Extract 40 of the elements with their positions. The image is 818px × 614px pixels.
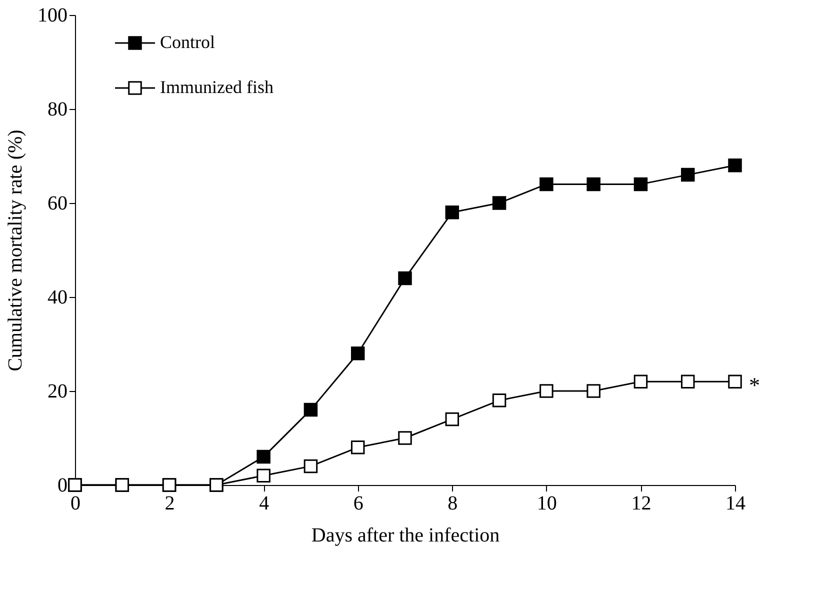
- y-tick-label: 60: [48, 192, 68, 214]
- point: [728, 374, 742, 388]
- point: [540, 177, 554, 192]
- x-tick-label: 14: [726, 492, 746, 514]
- point: [398, 431, 412, 445]
- x-tick-label: 10: [536, 492, 557, 514]
- point: [350, 440, 365, 454]
- point: [586, 384, 600, 398]
- y-tick-label: 100: [38, 4, 68, 26]
- x-axis-title: Days after the infection: [311, 524, 500, 546]
- point: [680, 374, 695, 388]
- x-tick-label: 8: [448, 492, 458, 514]
- y-tick-label: 20: [48, 380, 68, 402]
- point: [728, 158, 742, 172]
- point: [445, 412, 460, 426]
- point: [634, 374, 648, 388]
- point: [634, 177, 648, 192]
- legend-label: Immunized fish: [160, 77, 274, 97]
- point: [492, 394, 506, 408]
- point: [256, 450, 270, 464]
- point: [304, 402, 318, 417]
- x-tick-label: 2: [164, 492, 175, 514]
- point: [492, 196, 506, 210]
- x-tick-label: 12: [631, 492, 652, 514]
- y-axis-title: Cumulative mortality rate (%): [4, 130, 26, 372]
- point: [256, 468, 270, 482]
- point: [350, 346, 365, 360]
- x-tick-label: 4: [259, 492, 270, 514]
- y-tick-label: 80: [48, 98, 68, 120]
- point: [680, 168, 695, 182]
- point: [586, 177, 600, 192]
- y-tick-label: 40: [48, 286, 68, 308]
- y-tick-label: 0: [58, 474, 68, 496]
- point: [304, 459, 318, 474]
- annotation: *: [749, 372, 760, 398]
- legend-label: Control: [160, 32, 216, 52]
- point: [540, 384, 554, 398]
- point: [445, 206, 460, 220]
- x-tick-label: 6: [353, 492, 364, 514]
- point: [398, 271, 412, 286]
